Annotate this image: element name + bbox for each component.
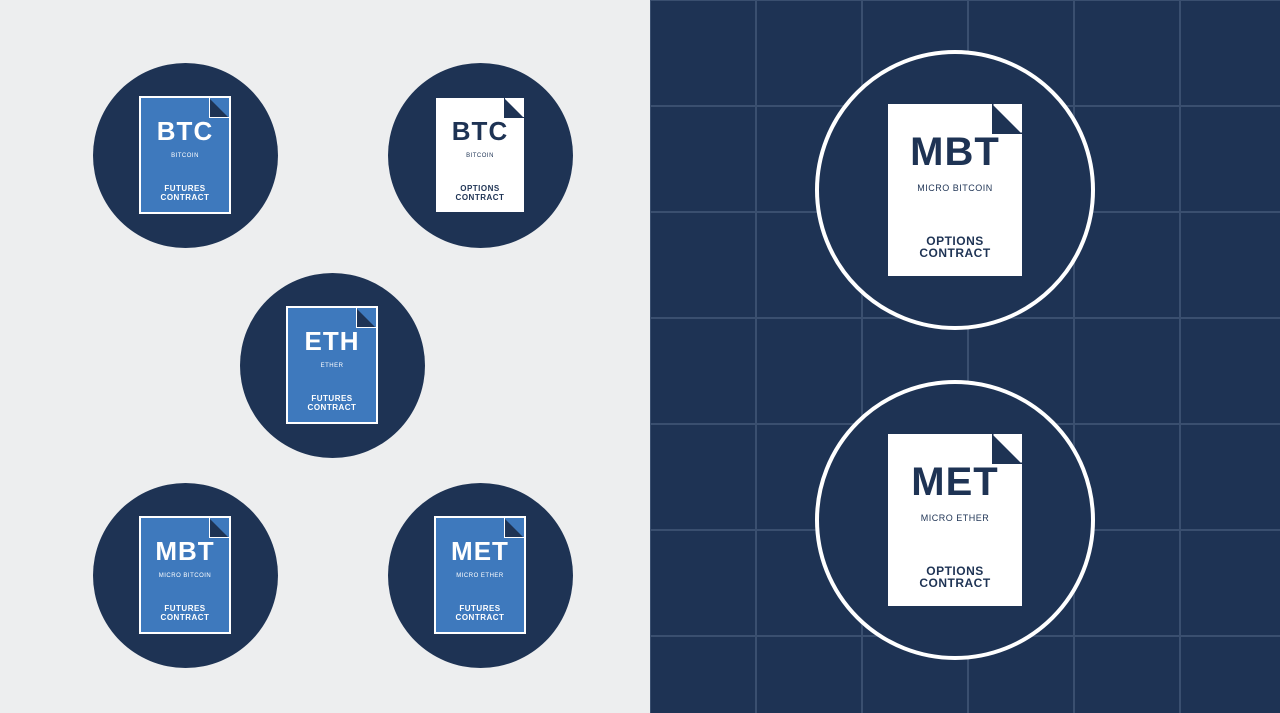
document-icon: MBT MICRO BITCOIN FUTURES CONTRACT <box>139 516 231 634</box>
contract-btc-futures: BTC BITCOIN FUTURES CONTRACT <box>93 63 278 248</box>
ticker-label: MBT <box>155 536 214 567</box>
document-icon: ETH ETHER FUTURES CONTRACT <box>286 306 378 424</box>
contract-type-label: FUTURES CONTRACT <box>141 185 229 202</box>
contract-type-label: FUTURES CONTRACT <box>288 395 376 412</box>
document-icon: BTC BITCOIN FUTURES CONTRACT <box>139 96 231 214</box>
contract-type-label: OPTIONS CONTRACT <box>888 235 1022 260</box>
contract-type-label: OPTIONS CONTRACT <box>888 565 1022 590</box>
contract-type-label: OPTIONS CONTRACT <box>436 185 524 202</box>
ticker-label: MBT <box>910 130 1000 175</box>
contract-mbt-options: MBT MICRO BITCOIN OPTIONS CONTRACT <box>815 50 1095 330</box>
page-fold-icon <box>992 434 1022 464</box>
asset-name-label: BITCOIN <box>466 153 494 159</box>
page-fold-icon <box>209 518 229 538</box>
asset-name-label: MICRO BITCOIN <box>917 183 993 193</box>
document-icon: BTC BITCOIN OPTIONS CONTRACT <box>434 96 526 214</box>
ticker-label: MET <box>911 460 998 505</box>
page-fold-icon <box>504 518 524 538</box>
ticker-label: ETH <box>305 326 360 357</box>
document-icon: MET MICRO ETHER FUTURES CONTRACT <box>434 516 526 634</box>
asset-name-label: MICRO ETHER <box>456 573 504 579</box>
contract-mbt-futures: MBT MICRO BITCOIN FUTURES CONTRACT <box>93 483 278 668</box>
document-icon: MET MICRO ETHER OPTIONS CONTRACT <box>885 431 1025 609</box>
infographic-canvas: BTC BITCOIN FUTURES CONTRACT BTC BITCOIN OPT… <box>0 0 1280 713</box>
page-fold-icon <box>356 308 376 328</box>
asset-name-label: BITCOIN <box>171 153 199 159</box>
contract-eth-futures: ETH ETHER FUTURES CONTRACT <box>240 273 425 458</box>
asset-name-label: MICRO ETHER <box>921 513 990 523</box>
ticker-label: BTC <box>157 116 213 147</box>
contract-type-label: FUTURES CONTRACT <box>436 605 524 622</box>
asset-name-label: ETHER <box>321 363 344 369</box>
contract-type-label: FUTURES CONTRACT <box>141 605 229 622</box>
contract-met-options: MET MICRO ETHER OPTIONS CONTRACT <box>815 380 1095 660</box>
page-fold-icon <box>504 98 524 118</box>
page-fold-icon <box>992 104 1022 134</box>
contract-met-futures: MET MICRO ETHER FUTURES CONTRACT <box>388 483 573 668</box>
ticker-label: BTC <box>452 116 508 147</box>
asset-name-label: MICRO BITCOIN <box>159 573 212 579</box>
document-icon: MBT MICRO BITCOIN OPTIONS CONTRACT <box>885 101 1025 279</box>
ticker-label: MET <box>451 536 509 567</box>
page-fold-icon <box>209 98 229 118</box>
contract-btc-options: BTC BITCOIN OPTIONS CONTRACT <box>388 63 573 248</box>
